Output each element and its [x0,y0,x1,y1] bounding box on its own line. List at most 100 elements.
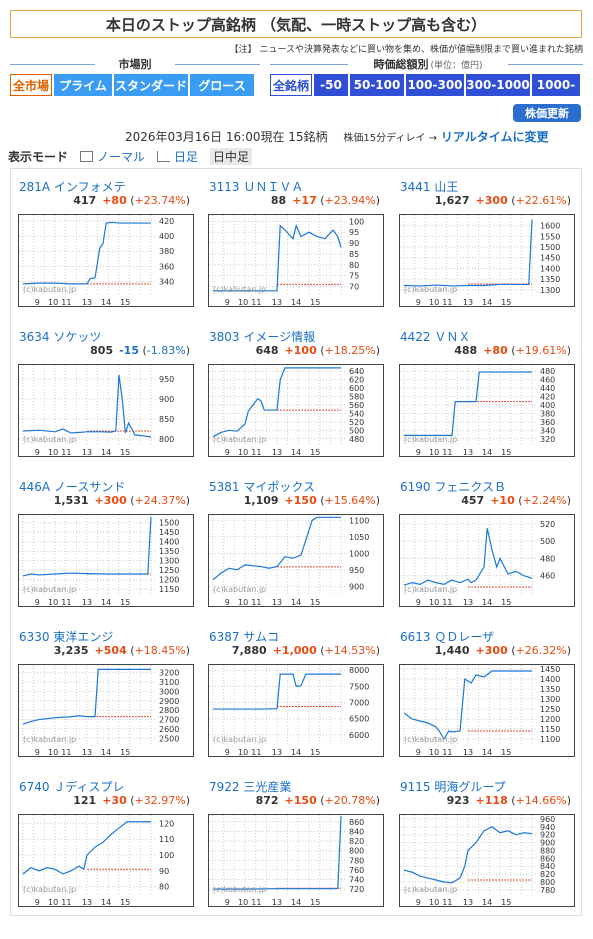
stock-card: 9115 明海グループ 923 +118 (+14.66%) 960 940 920 900… [392,769,582,919]
y-tick-label: 1350 [540,685,560,694]
y-tick-label: 1300 [540,695,560,704]
x-tick-label: 11 [442,898,452,907]
stock-price-line: 872 +150 (+20.78%) [256,794,380,807]
y-tick-label: 1400 [540,264,560,273]
y-tick-label: 460 [540,572,555,581]
price-line [22,221,151,285]
stock-link[interactable]: 3634 ソケッツ [19,330,102,344]
stock-card: 446A ノースサンド 1,531 +300 (+24.37%) 1500 1450 14… [11,469,201,619]
stock-change: +80 [102,194,127,207]
x-tick-label: 11 [251,898,261,907]
intraday-chart[interactable]: 8000 7500 7000 6500 6000 9 10 11 13 14 15 (c)kabuta… [208,664,384,757]
mode-daily[interactable]: 日足 [157,148,198,165]
stock-change: +504 [94,644,127,657]
y-tick-label: 90 [159,867,169,876]
refresh-button[interactable]: 株価更新 [513,104,581,122]
intraday-chart[interactable]: 950 900 850 800 9 10 11 13 14 15 (c)kabutan.jp [18,364,194,457]
x-tick-label: 14 [101,898,111,907]
stock-link[interactable]: 6190 フェニクスＢ [400,480,506,494]
price-line [213,223,342,292]
x-tick-label: 13 [82,898,92,907]
stock-link[interactable]: 4422 ＶＮＸ [400,330,471,344]
stock-price-line: 7,880 +1,000 (+14.53%) [232,644,380,657]
y-tick-label: 860 [540,854,555,863]
x-tick-label: 9 [416,898,421,907]
size-group-title: 時価総額別 [373,58,429,71]
price-line [403,826,533,884]
stock-change-pct: (+26.32%) [507,644,571,657]
size-tab-over1000[interactable]: 1000- [532,74,580,96]
x-tick-label: 14 [291,898,301,907]
stock-link[interactable]: 6387 サムコ [209,630,280,644]
y-tick-label: 85 [349,250,359,259]
stock-link[interactable]: 6330 東洋エンジ [19,630,114,644]
price-line [212,367,341,438]
mode-daily-label: 日足 [174,150,199,164]
stock-link[interactable]: 9115 明海グループ [400,780,506,794]
watermark: (c)kabutan.jp [404,285,457,294]
stock-change: +80 [483,344,508,357]
intraday-chart[interactable]: 520 500 480 460 9 10 11 13 14 15 (c)kabutan.jp [399,514,575,607]
status-bar: 2026年03月16日 16:00現在 15銘柄 株価15分ディレイ → リアル… [125,128,548,145]
stock-change: +300 [475,194,508,207]
size-tab-50-100[interactable]: 50-100 [350,74,404,96]
intraday-chart[interactable]: 1100 1050 1000 950 900 9 10 11 13 14 15 (c)kabutan.… [208,514,384,607]
x-tick-label: 15 [310,298,320,307]
x-tick-label: 9 [225,898,230,907]
stock-link[interactable]: 7922 三光産業 [209,780,292,794]
market-tab-all[interactable]: 全市場 [10,74,52,96]
x-tick-label: 10 [238,298,248,307]
stock-link[interactable]: 5381 マイポックス [209,480,315,494]
y-tick-label: 2500 [159,734,179,743]
watermark: (c)kabutan.jp [213,435,266,444]
stock-link[interactable]: 6740 Ｊディスプレ [19,780,125,794]
size-tab-100-300[interactable]: 100-300 [406,74,464,96]
stock-card: 3634 ソケッツ 805 -15 (-1.83%) 950 900 850 800 9 10 1… [11,319,201,469]
y-tick-label: 940 [540,823,555,832]
stock-link[interactable]: 3441 山王 [400,180,459,194]
intraday-chart[interactable]: 420 400 380 360 340 9 10 11 13 14 15 (c)kabutan.jp [18,214,194,307]
y-tick-label: 640 [349,367,364,376]
stock-change-pct: (+18.45%) [126,644,190,657]
mode-normal[interactable]: ノーマル [80,148,145,165]
y-tick-label: 100 [349,217,364,226]
y-tick-label: 1150 [540,725,560,734]
intraday-chart[interactable]: 120 110 100 90 80 9 10 11 13 14 15 (c)kabutan.jp [18,814,194,907]
stock-link[interactable]: 281A インフォメテ [19,180,126,194]
x-tick-label: 10 [48,448,58,457]
size-tab-all[interactable]: 全銘柄 [270,74,312,96]
realtime-link[interactable]: リアルタイムに変更 [440,130,549,144]
size-tab-under50[interactable]: -50 [314,74,348,96]
watermark: (c)kabutan.jp [23,735,76,744]
stock-link[interactable]: 3113 ＵＮＩＶＡ [209,180,304,194]
x-tick-label: 11 [61,448,71,457]
market-tab-standard[interactable]: スタンダード [114,74,188,96]
stock-link[interactable]: 3803 イメージ情報 [209,330,316,344]
y-tick-label: 850 [159,415,174,424]
x-tick-label: 9 [416,748,421,757]
market-tab-growth[interactable]: グロース [190,74,254,96]
y-tick-label: 760 [349,866,364,875]
stock-link[interactable]: 6613 ＱＤレーザ [400,630,495,644]
x-tick-label: 10 [48,748,58,757]
stock-change: +1,000 [272,644,317,657]
market-tab-prime[interactable]: プライム [54,74,112,96]
stock-link[interactable]: 446A ノースサンド [19,480,126,494]
size-tab-300-1000[interactable]: 300-1000 [466,74,530,96]
watermark: (c)kabutan.jp [404,585,457,594]
x-tick-label: 10 [429,298,439,307]
stock-price-line: 121 +30 (+32.97%) [73,794,190,807]
price-line [22,374,152,438]
mode-intraday[interactable]: 日中足 [210,148,253,165]
y-tick-label: 3000 [159,687,179,696]
y-tick-label: 1350 [540,275,560,284]
